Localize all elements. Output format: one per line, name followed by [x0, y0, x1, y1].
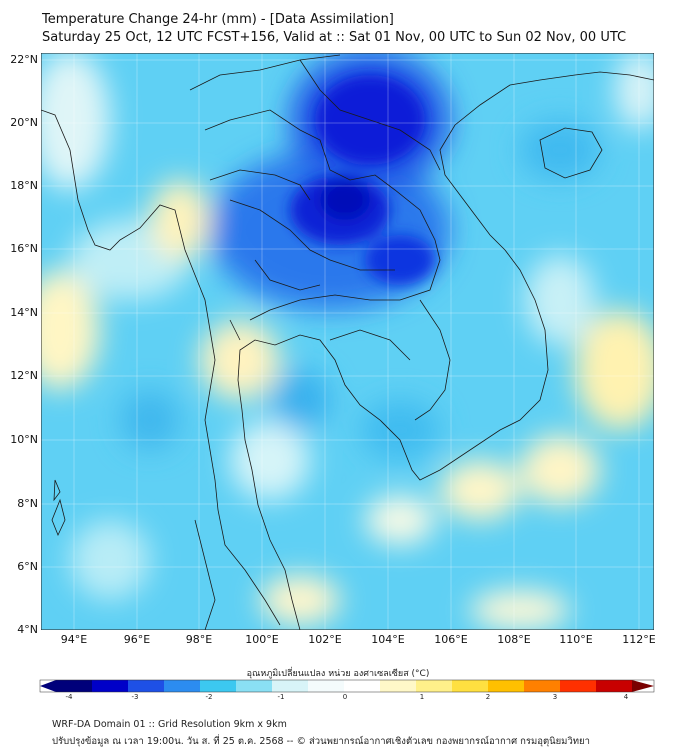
colorbar-tick: 1 [419, 693, 425, 701]
lat-label: 12°N [10, 369, 38, 382]
lon-label: 110°E [559, 633, 593, 646]
map-title: Temperature Change 24-hr (mm) - [Data As… [42, 12, 394, 27]
lat-label: 14°N [10, 306, 38, 319]
graticule [41, 53, 654, 630]
lat-label: 22°N [10, 53, 38, 66]
lon-label: 112°E [622, 633, 656, 646]
colorbar-tick: 2 [485, 693, 491, 701]
lat-label: 8°N [17, 497, 38, 510]
lat-label: 4°N [17, 623, 38, 636]
lat-label: 10°N [10, 433, 38, 446]
lon-label: 102°E [308, 633, 342, 646]
colorbar-tick: -3 [131, 693, 139, 701]
lon-label: 108°E [497, 633, 531, 646]
lat-label: 16°N [10, 242, 38, 255]
lat-label: 6°N [17, 560, 38, 573]
colorbar-left-arrow [40, 680, 56, 692]
lon-label: 94°E [60, 633, 88, 646]
colorbar-tick: 4 [623, 693, 629, 701]
footer-credit: ปรับปรุงข้อมูล ณ เวลา 19:00น. วัน ส. ที่… [52, 736, 590, 747]
colorbar-tick: -4 [65, 693, 73, 701]
lon-label: 96°E [123, 633, 151, 646]
colorbar-tick: -1 [277, 693, 285, 701]
map-svg [39, 53, 655, 693]
lon-label: 100°E [245, 633, 279, 646]
colorbar-tick: 0 [342, 693, 348, 701]
footer-model-info: WRF-DA Domain 01 :: Grid Resolution 9km … [52, 719, 287, 730]
lon-label: 104°E [371, 633, 405, 646]
lat-label: 20°N [10, 116, 38, 129]
lat-label: 18°N [10, 179, 38, 192]
colorbar-title: อุณหภูมิเปลี่ยนแปลง หน่วย องศาเซลเซียส (… [246, 669, 430, 679]
temperature-field [41, 53, 654, 630]
lon-label: 98°E [185, 633, 213, 646]
colorbar-tick: 3 [552, 693, 558, 701]
map-subtitle: Saturday 25 Oct, 12 UTC FCST+156, Valid … [42, 30, 627, 45]
colorbar-tick: -2 [205, 693, 213, 701]
colorbar-right-arrow [632, 680, 654, 692]
colorbar [39, 679, 655, 693]
coastlines-borders [41, 54, 654, 630]
lon-label: 106°E [434, 633, 468, 646]
